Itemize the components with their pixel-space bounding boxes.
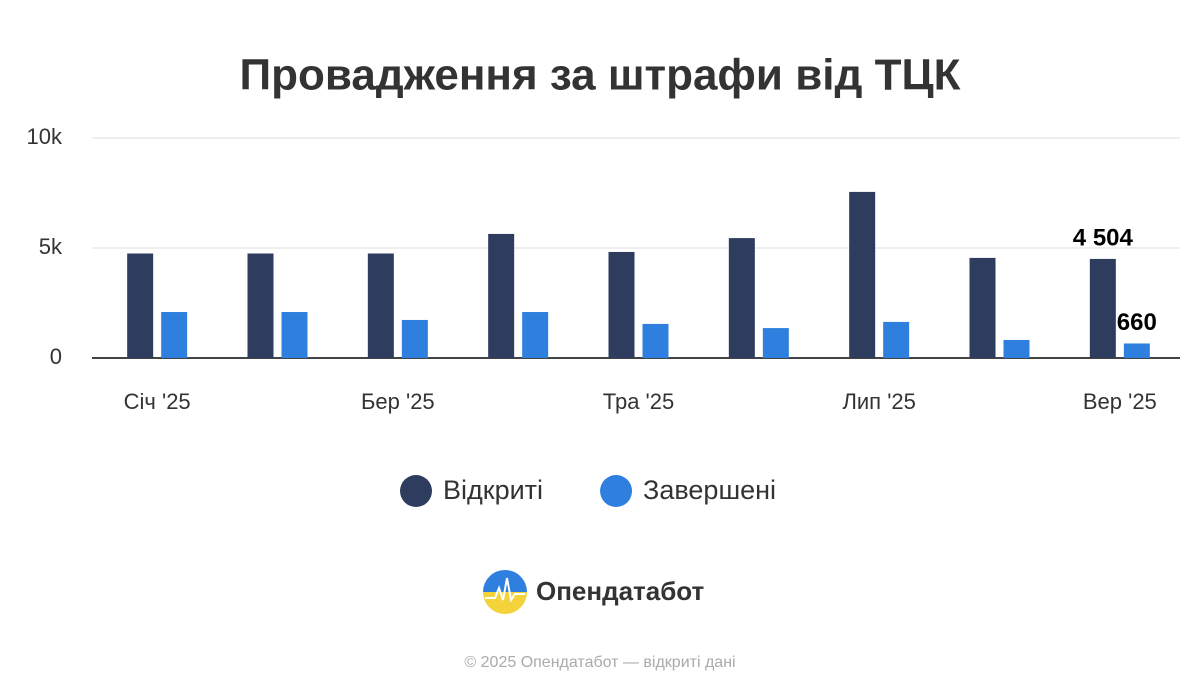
y-tick-label: 0: [50, 344, 62, 369]
chart-title: Провадження за штрафи від ТЦК: [239, 51, 960, 100]
x-tick-label: Лип '25: [842, 389, 915, 414]
x-tick-label: Бер '25: [361, 389, 435, 414]
bar: [1003, 339, 1030, 358]
y-tick-label: 5k: [39, 234, 63, 259]
bar: [1089, 258, 1116, 358]
footer: © 2025 Опендатабот — відкриті дані: [464, 654, 735, 671]
bar: [247, 253, 274, 358]
legend-marker: [600, 475, 633, 507]
bar: [762, 328, 789, 358]
value-label: 660: [1117, 309, 1157, 336]
brand-name: Опендатабот: [536, 576, 705, 606]
bar: [642, 323, 669, 358]
x-tick-label: Січ '25: [124, 389, 191, 414]
x-tick-label: Вер '25: [1083, 389, 1157, 414]
legend-label: Відкриті: [443, 475, 543, 505]
bar: [883, 321, 910, 358]
bar: [849, 191, 876, 358]
bar: [127, 253, 154, 358]
legend-label: Завершені: [643, 475, 776, 505]
legend-marker: [400, 475, 432, 507]
logo: Опендатабот: [483, 570, 705, 614]
bar: [281, 312, 308, 358]
bar: [522, 312, 549, 358]
bar: [1123, 343, 1150, 358]
logo-pulse: [485, 577, 525, 603]
bar: [401, 319, 428, 358]
y-tick-label: 10k: [27, 124, 63, 149]
bar: [728, 238, 755, 358]
bar: [367, 253, 394, 358]
bar: [161, 312, 188, 358]
x-tick-label: Тра '25: [603, 389, 674, 414]
value-label: 4 504: [1073, 224, 1134, 251]
bar: [488, 233, 515, 358]
bar: [969, 257, 996, 358]
bar: [608, 251, 635, 358]
